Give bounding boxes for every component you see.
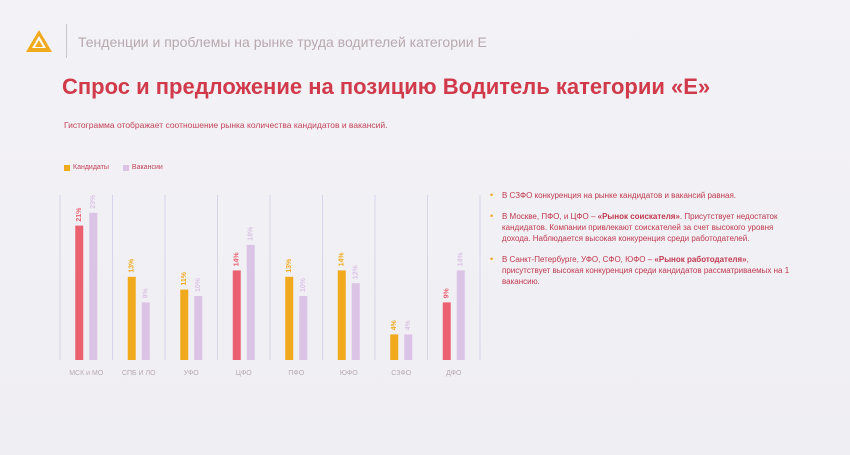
x-tick-label: СЗФО <box>391 370 411 377</box>
bar <box>337 270 346 360</box>
bar <box>404 334 413 360</box>
bar-value-label: 12% <box>353 264 360 279</box>
note-item: В Санкт-Петербурге, УФО, СФО, ЮФО – «Рын… <box>488 254 793 287</box>
logo-icon <box>26 30 52 52</box>
bar-value-label: 9% <box>444 288 451 299</box>
bar-value-label: 9% <box>143 288 150 299</box>
note-item: В СЗФО конкуренция на рынке кандидатов и… <box>488 190 793 201</box>
bar-value-label: 14% <box>339 252 346 267</box>
legend-item-vacancies: Вакансии <box>122 164 163 171</box>
bar-value-label: 10% <box>195 277 202 292</box>
legend-label-vacancies: Вакансии <box>131 164 163 171</box>
bar <box>75 225 84 360</box>
bar <box>127 276 136 360</box>
note-prefix: В Москве, ПФО, и ЦФО – <box>502 212 598 221</box>
bar <box>351 283 360 360</box>
note-bold: «Рынок соискателя» <box>597 212 680 221</box>
histogram-chart: 21% 23% МСК и МО 13% 9% СПБ И ЛО 11% 10% УФО 14% 1… <box>59 194 481 377</box>
bar <box>141 302 150 360</box>
bar-value-label: 10% <box>300 277 307 292</box>
bar-value-label: 4% <box>391 320 398 331</box>
bar-value-label: 18% <box>248 226 255 241</box>
x-tick-label: ДФО <box>446 370 462 377</box>
note-suffix: . Присутствует недостаток кандидатов. Ко… <box>502 212 778 243</box>
bar-value-label: 21% <box>76 207 83 222</box>
header-divider <box>66 24 67 58</box>
x-tick-label: ПФО <box>288 370 304 377</box>
bar <box>180 289 189 360</box>
bar <box>246 244 255 360</box>
legend-item-candidates: Кандидаты <box>64 164 109 171</box>
legend-swatch-vacancies <box>122 164 129 171</box>
bar-value-label: 4% <box>405 320 412 331</box>
note-suffix: , присутствует высокая конкуренция среди… <box>502 255 790 286</box>
bar <box>285 276 294 360</box>
bar-value-label: 13% <box>286 258 293 273</box>
bar-value-label: 23% <box>90 194 97 209</box>
bar-value-label: 11% <box>181 271 188 285</box>
notes-list: В СЗФО конкуренция на рынке кандидатов и… <box>488 190 793 287</box>
page-subtitle: Гистограмма отображает соотношение рынка… <box>64 120 388 130</box>
x-tick-label: ЮФО <box>340 370 358 377</box>
x-tick-label: МСК и МО <box>69 370 104 377</box>
bar <box>390 334 399 360</box>
bar <box>232 270 241 360</box>
bar <box>456 270 465 360</box>
header-title: Тенденции и проблемы на рынке труда води… <box>78 34 487 50</box>
x-tick-label: СПБ И ЛО <box>122 370 156 377</box>
note-bold: «Рынок работодателя» <box>654 255 747 264</box>
x-tick-label: ЦФО <box>236 370 253 377</box>
note-text: В СЗФО конкуренция на рынке кандидатов и… <box>502 191 737 200</box>
legend-swatch-candidates <box>64 164 70 171</box>
legend-label-candidates: Кандидаты <box>73 164 109 171</box>
bar-value-label: 13% <box>129 258 136 273</box>
page-title: Спрос и предложение на позицию Водитель … <box>62 74 711 99</box>
bar-value-label: 14% <box>458 252 465 267</box>
bar <box>194 296 203 360</box>
bar-value-label: 14% <box>234 252 241 267</box>
notes-panel: В СЗФО конкуренция на рынке кандидатов и… <box>488 190 793 297</box>
x-tick-label: УФО <box>184 370 200 377</box>
bar <box>442 302 451 360</box>
bar <box>299 296 308 360</box>
note-prefix: В Санкт-Петербурге, УФО, СФО, ЮФО – <box>502 255 655 264</box>
chart-legend: Кандидаты Вакансии <box>64 164 163 171</box>
bar <box>89 212 98 360</box>
note-item: В Москве, ПФО, и ЦФО – «Рынок соискателя… <box>488 211 793 244</box>
